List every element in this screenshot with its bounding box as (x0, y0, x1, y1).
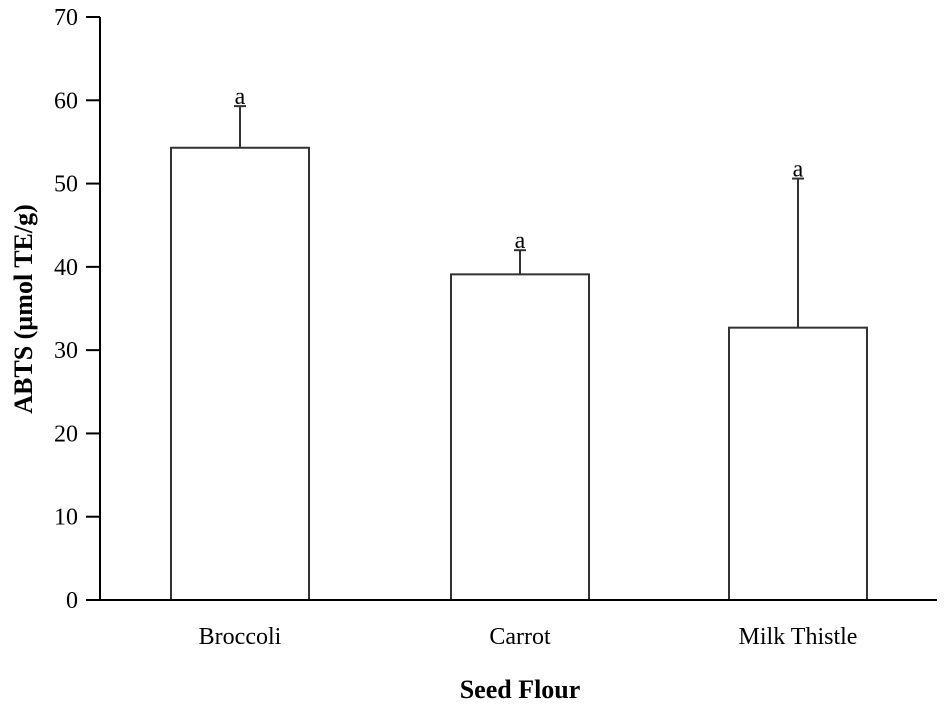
x-axis-title: Seed Flour (460, 675, 581, 704)
error-bars-layer (234, 105, 804, 328)
bar-broccoli (170, 146, 310, 601)
x-category-label: Milk Thistle (739, 624, 858, 650)
bar-carrot (450, 273, 590, 601)
axes-layer (99, 17, 937, 601)
y-tick-label: 60 (54, 88, 78, 114)
significance-labels-layer: a a a (235, 84, 804, 254)
bar-milk-thistle (728, 326, 868, 601)
y-tick-label: 70 (54, 5, 78, 31)
y-axis-title: ABTS (µmol TE/g) (9, 204, 38, 414)
bars-layer (170, 146, 868, 601)
x-category-label: Broccoli (199, 624, 282, 650)
significance-label: a (515, 228, 526, 254)
y-tick-label: 50 (54, 172, 78, 198)
y-tick-label: 30 (54, 338, 78, 364)
x-category-label: Carrot (489, 624, 551, 650)
y-tick-label: 40 (54, 255, 78, 281)
y-tick-label: 0 (66, 588, 78, 614)
significance-label: a (235, 84, 246, 110)
significance-label: a (793, 157, 804, 183)
y-ticks-layer: 0 10 20 30 40 50 60 70 (54, 5, 100, 614)
y-tick-label: 10 (54, 505, 78, 531)
y-tick-label: 20 (54, 421, 78, 447)
x-labels-layer: Broccoli Carrot Milk Thistle (199, 624, 858, 650)
